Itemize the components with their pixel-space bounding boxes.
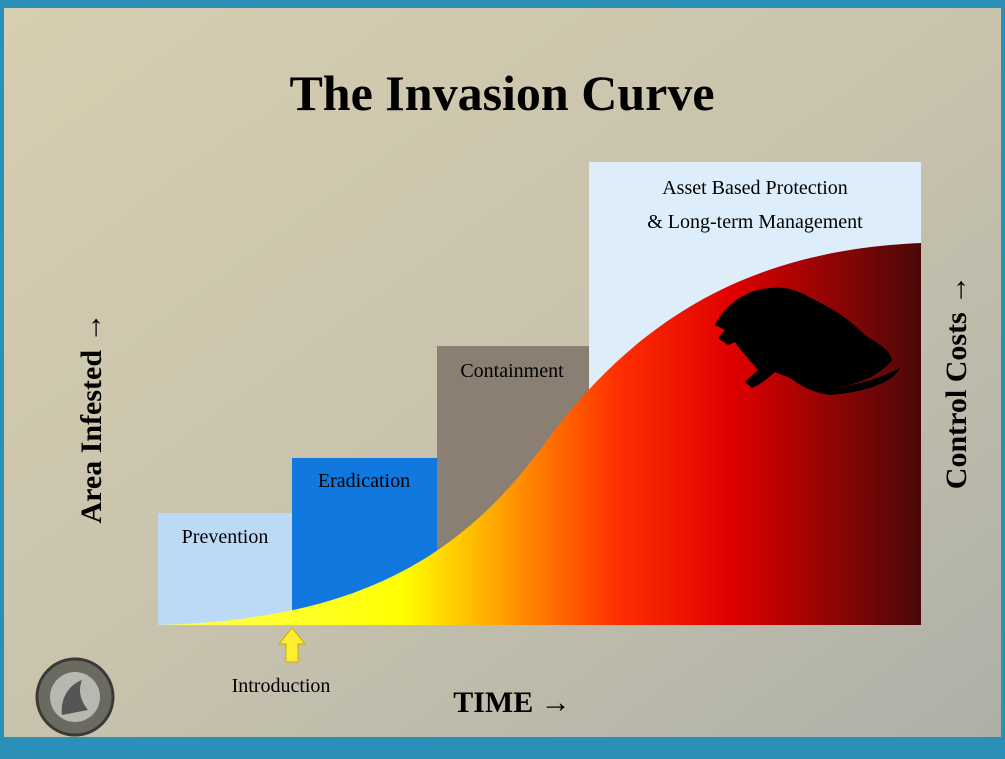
footer-bar — [0, 737, 1005, 759]
x-axis-label: TIME → — [453, 686, 571, 719]
page: The Invasion Curve Prevention Eradicatio… — [0, 0, 1005, 759]
title: The Invasion Curve — [289, 65, 714, 121]
logo — [37, 659, 113, 735]
y-axis-label: Area Infested → — [75, 312, 108, 523]
stage-label: Prevention — [182, 526, 269, 548]
stage-label: Eradication — [318, 470, 410, 492]
stage-label: Containment — [460, 360, 564, 382]
stage-label: & Long-term Management — [647, 211, 863, 233]
stage-label: Asset Based Protection — [662, 177, 848, 199]
slide: The Invasion Curve Prevention Eradicatio… — [0, 0, 1005, 759]
y2-axis-label: Control Costs → — [940, 275, 973, 489]
introduction-label: Introduction — [232, 675, 331, 697]
